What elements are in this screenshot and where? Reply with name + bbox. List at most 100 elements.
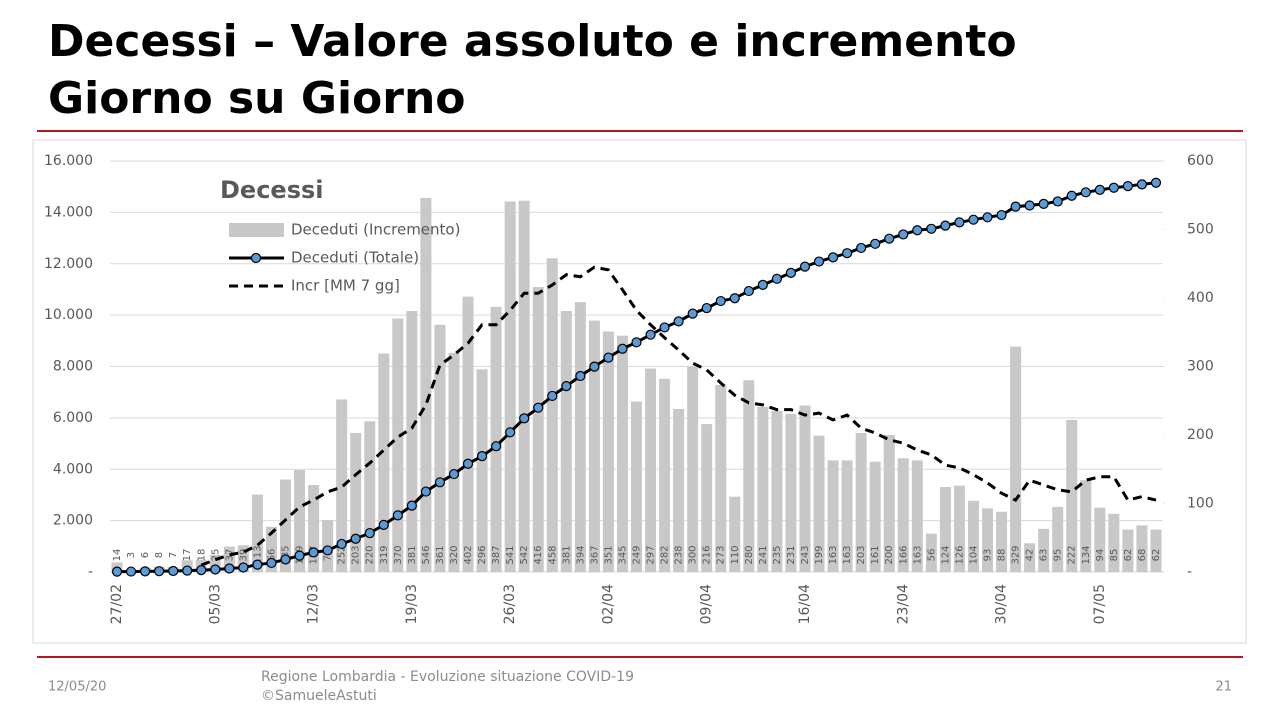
marker — [659, 322, 670, 333]
bar — [364, 421, 376, 572]
bar — [939, 487, 951, 572]
data-label: 88 — [997, 549, 1008, 562]
bar — [420, 197, 432, 573]
bar — [251, 494, 263, 572]
bar — [897, 458, 909, 572]
bar — [223, 546, 235, 572]
marker — [505, 427, 516, 438]
marker — [140, 566, 151, 577]
bar — [1080, 480, 1092, 572]
marker — [954, 217, 965, 228]
bar — [237, 545, 249, 572]
y-tick-label: 10.000 — [44, 307, 93, 323]
marker — [448, 468, 460, 480]
marker — [982, 212, 993, 223]
bar — [448, 352, 460, 572]
y-tick-label: 16.000 — [44, 153, 93, 169]
legend-marker — [250, 252, 262, 264]
data-label: 220 — [365, 545, 376, 564]
bar — [953, 485, 965, 572]
data-label: 134 — [1081, 545, 1092, 564]
marker — [1080, 187, 1091, 198]
legend-label: Deceduti (Totale) — [291, 249, 419, 267]
marker — [575, 370, 586, 382]
bar — [996, 511, 1008, 572]
bar — [982, 508, 993, 572]
bar — [462, 296, 474, 572]
data-label: 351 — [603, 545, 614, 564]
bar — [392, 318, 404, 572]
data-label: 3 — [126, 552, 137, 558]
bar — [1136, 525, 1148, 572]
data-label: 66 — [266, 549, 277, 562]
marker — [280, 554, 291, 565]
marker — [813, 256, 825, 267]
x-tick-label: 26/03 — [502, 584, 518, 624]
bar — [799, 405, 811, 572]
x-tick-label: 19/03 — [404, 584, 420, 624]
marker — [547, 390, 558, 402]
bar — [209, 554, 221, 572]
data-label: 42 — [1025, 549, 1036, 562]
marker — [406, 500, 417, 511]
data-label: 18 — [196, 549, 207, 562]
data-label: 203 — [351, 545, 362, 564]
marker — [420, 486, 431, 497]
x-tick-label: 12/03 — [306, 584, 322, 624]
marker — [491, 441, 502, 452]
x-tick-label: 09/04 — [699, 584, 715, 624]
bar — [294, 469, 306, 572]
marker — [968, 214, 979, 225]
marker — [673, 316, 684, 327]
marker — [841, 248, 853, 259]
marker — [1066, 190, 1077, 201]
data-label: 93 — [983, 549, 994, 562]
data-label: 163 — [828, 545, 839, 564]
bar — [701, 424, 713, 572]
data-label: 458 — [547, 545, 558, 564]
marker — [154, 566, 165, 577]
bar — [1122, 529, 1134, 572]
x-tick-label: 23/04 — [895, 584, 911, 624]
x-tick-label: 02/04 — [600, 584, 616, 624]
marker — [996, 209, 1007, 221]
marker — [350, 533, 361, 544]
marker — [603, 352, 614, 363]
data-label: 94 — [1095, 549, 1106, 562]
bar — [336, 399, 348, 572]
data-label: 280 — [744, 545, 755, 564]
y2-tick-label: 200 — [1187, 427, 1214, 443]
bar — [378, 353, 390, 572]
data-label: 95 — [1053, 549, 1064, 562]
marker — [111, 566, 123, 577]
data-label: 381 — [407, 545, 418, 564]
data-label: 238 — [674, 545, 685, 564]
bar — [406, 311, 418, 572]
data-label: 110 — [730, 545, 741, 564]
marker — [1136, 179, 1148, 190]
bar — [560, 311, 572, 572]
data-label: 113 — [252, 545, 263, 564]
bar — [883, 435, 895, 572]
bar — [673, 408, 685, 572]
bar — [434, 324, 446, 572]
marker — [617, 343, 628, 354]
data-label: 282 — [660, 545, 671, 564]
bar — [532, 287, 544, 572]
bar — [1108, 513, 1120, 572]
bar — [1038, 528, 1050, 572]
bar — [350, 432, 362, 572]
marker — [561, 381, 572, 392]
data-label: 124 — [940, 545, 951, 564]
bar — [785, 413, 797, 572]
marker — [743, 285, 754, 297]
marker — [940, 220, 951, 231]
bar — [308, 485, 320, 572]
marker — [434, 477, 446, 488]
data-label: 546 — [421, 545, 432, 564]
bar — [1010, 346, 1022, 572]
y-tick-label: 4.000 — [53, 461, 93, 477]
data-label: 541 — [505, 545, 516, 564]
bar — [490, 306, 502, 572]
